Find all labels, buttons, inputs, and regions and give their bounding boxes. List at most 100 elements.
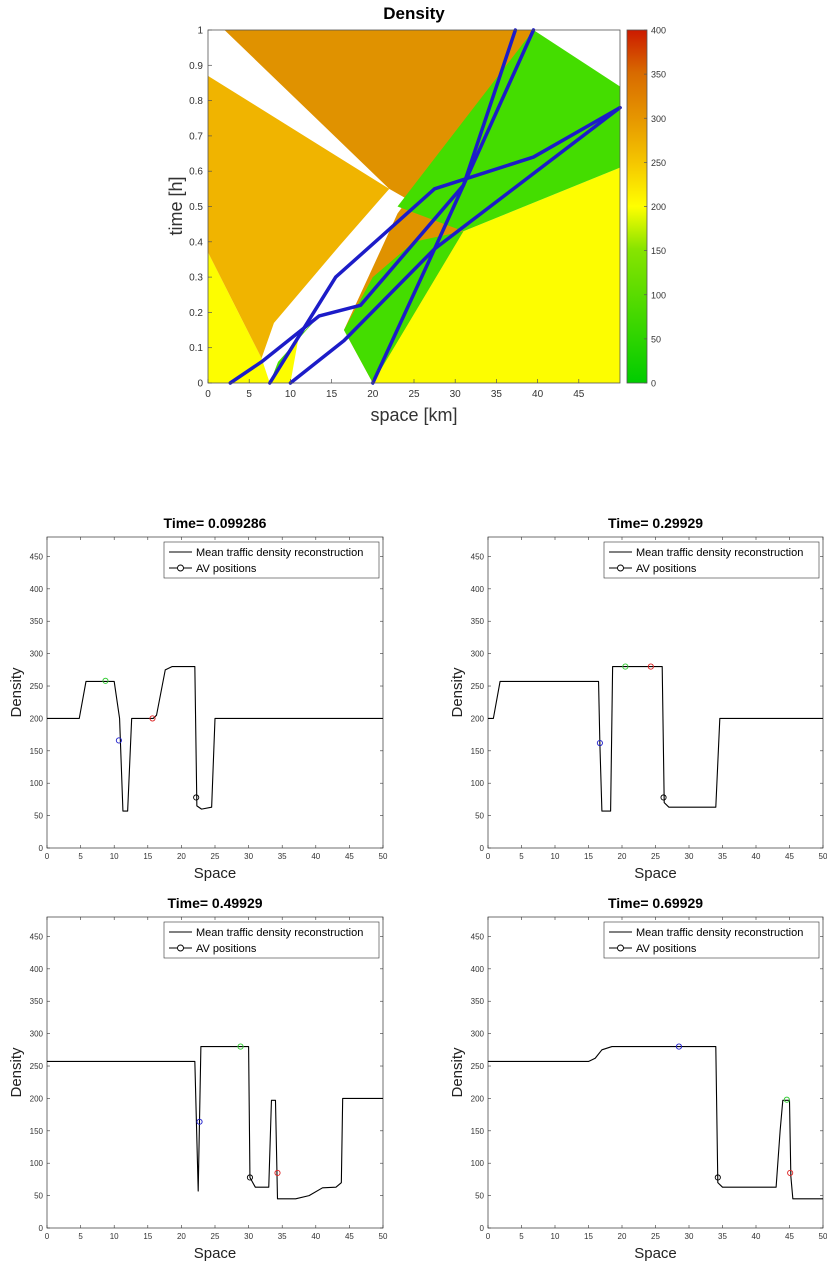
heatmap-y-ticks: 0 0.1 0.2 0.3 0.4 0.5 0.6 0.7 0.8 0.9 1	[189, 26, 212, 390]
panel-legend: Mean traffic density reconstruction AV po…	[163, 921, 380, 959]
panel-ytick-label: 350	[471, 617, 485, 626]
panel-xtick-label: 40	[311, 852, 320, 861]
panel-ytick-label: 150	[471, 1127, 485, 1136]
heatmap-ytick-label: 0.1	[189, 343, 203, 354]
panel-xtick-label: 15	[143, 1232, 152, 1241]
heatmap-ytick-label: 0.5	[189, 202, 203, 213]
panel-ytick-label: 450	[471, 932, 485, 941]
legend-line-label: Mean traffic density reconstruction	[636, 927, 803, 939]
panel-ytick-label: 250	[30, 1062, 44, 1071]
legend-line-label: Mean traffic density reconstruction	[196, 927, 363, 939]
panel-title: Time= 0.29929	[608, 515, 703, 531]
heatmap-xtick-label: 25	[408, 389, 420, 400]
density-reconstruction-line	[488, 1046, 823, 1200]
heatmap-ytick-label: 0.4	[189, 237, 203, 248]
av-position-marker	[647, 663, 654, 670]
av-position-marker	[102, 677, 109, 684]
legend-marker-swatch	[177, 564, 184, 572]
panel-legend: Mean traffic density reconstruction AV po…	[163, 541, 380, 579]
panel-xtick-label: 5	[519, 1232, 524, 1241]
panel-ytick-label: 300	[471, 650, 485, 659]
legend-line-label: Mean traffic density reconstruction	[636, 547, 803, 559]
panel-ytick-label: 200	[30, 714, 44, 723]
panel-xtick-label: 45	[785, 1232, 794, 1241]
panel-ytick-label: 50	[475, 812, 484, 821]
panel-xtick-label: 25	[651, 852, 660, 861]
colorbar-tick-label: 150	[651, 246, 666, 256]
legend-marker-label: AV positions	[196, 943, 257, 955]
panel-ytick-label: 50	[34, 812, 43, 821]
panel-xtick-label: 0	[486, 1232, 491, 1241]
density-region-green_middle	[343, 231, 464, 383]
density-reconstruction-line	[47, 1046, 383, 1200]
heatmap-ytick-label: 0.8	[189, 96, 203, 107]
colorbar-ticks: 0 50 100 150 200 250 300 350 400	[644, 26, 666, 389]
panel-ytick-label: 350	[30, 617, 44, 626]
legend-marker-swatch	[617, 944, 624, 952]
av-position-marker	[193, 794, 200, 801]
panel-ytick-label: 100	[471, 1159, 485, 1168]
panel-xtick-label: 30	[685, 1232, 694, 1241]
panel-ytick-label: 350	[30, 997, 44, 1006]
panel-xtick-label: 25	[651, 1232, 660, 1241]
density-region-green_upper	[397, 30, 620, 232]
panel-ytick-label: 200	[30, 1094, 44, 1103]
panel-ytick-label: 400	[471, 585, 485, 594]
heatmap-xtick-label: 20	[367, 389, 379, 400]
colorbar-tick-label: 0	[651, 379, 656, 389]
density-reconstruction-line	[488, 666, 823, 812]
density-region-yellow	[208, 167, 620, 383]
heatmap-xtick-label: 5	[246, 389, 252, 400]
heatmap-x-ticks: 0 5 10 15 20 25 30 35 40 45	[205, 379, 585, 400]
av-position-marker	[596, 739, 603, 747]
heatmap-title: Density	[383, 4, 445, 23]
panel-xtick-label: 25	[211, 852, 220, 861]
panel-xtick-label: 10	[110, 852, 119, 861]
panel-ylabel: Density	[8, 1047, 25, 1098]
legend-marker-label: AV positions	[196, 563, 257, 575]
av-position-marker	[783, 1096, 790, 1103]
av-position-marker	[660, 794, 667, 801]
av-trajectory-1	[228, 28, 518, 385]
panel-axes	[46, 536, 384, 849]
panel-xtick-label: 20	[618, 1232, 627, 1241]
colorbar-tick-label: 50	[651, 334, 661, 344]
panel-ytick-label: 450	[30, 552, 44, 561]
av-position-marker	[274, 1169, 281, 1176]
panel-xtick-label: 45	[345, 1232, 354, 1241]
heatmap-ytick-label: 0.9	[189, 61, 203, 72]
panel-legend: Mean traffic density reconstruction AV po…	[603, 921, 820, 959]
panel-axes	[46, 916, 384, 1229]
panel-xtick-label: 10	[110, 1232, 119, 1241]
panel-time-0.69929: Time= 0.69929 0 5 10 15 20 25 30 35 40 45 50 0 50 100 1…	[449, 895, 827, 1262]
panel-xtick-label: 35	[278, 1232, 287, 1241]
panel-ytick-label: 250	[471, 682, 485, 691]
legend-box	[163, 921, 380, 959]
panel-xtick-label: 35	[718, 852, 727, 861]
panel-xtick-label: 30	[244, 1232, 253, 1241]
panel-xtick-label: 50	[379, 852, 388, 861]
colorbar-tick-label: 200	[651, 202, 666, 212]
heatmap-ytick-label: 1	[197, 26, 203, 37]
panel-xtick-label: 10	[551, 852, 560, 861]
panel-ytick-label: 450	[471, 552, 485, 561]
heatmap-xtick-label: 10	[285, 389, 297, 400]
heatmap-xtick-label: 30	[450, 389, 462, 400]
av-position-marker	[787, 1169, 794, 1176]
panel-xtick-label: 50	[819, 1232, 827, 1241]
av-position-marker	[115, 737, 122, 744]
av-position-marker	[196, 1118, 203, 1125]
panel-ytick-label: 300	[471, 1030, 485, 1039]
panel-xtick-label: 40	[311, 1232, 320, 1241]
panel-xlabel: Space	[634, 865, 677, 882]
panel-xtick-label: 45	[345, 852, 354, 861]
panel-ytick-label: 150	[30, 1127, 44, 1136]
panel-ytick-label: 150	[471, 747, 485, 756]
panel-ytick-label: 350	[471, 997, 485, 1006]
panel-time-0.099286: Time= 0.099286 0 5 10 15 20 25 30 35 40 45 50 0 50 100…	[8, 515, 388, 882]
heatmap-ytick-label: 0.2	[189, 308, 203, 319]
density-heatmap: Density 0 5 10 15 20 25 30 35 40 45 00.10.20.30.4…	[166, 4, 666, 425]
heatmap-trajectories	[228, 28, 622, 385]
panel-ytick-label: 0	[39, 1224, 44, 1233]
panel-axes	[487, 536, 824, 849]
